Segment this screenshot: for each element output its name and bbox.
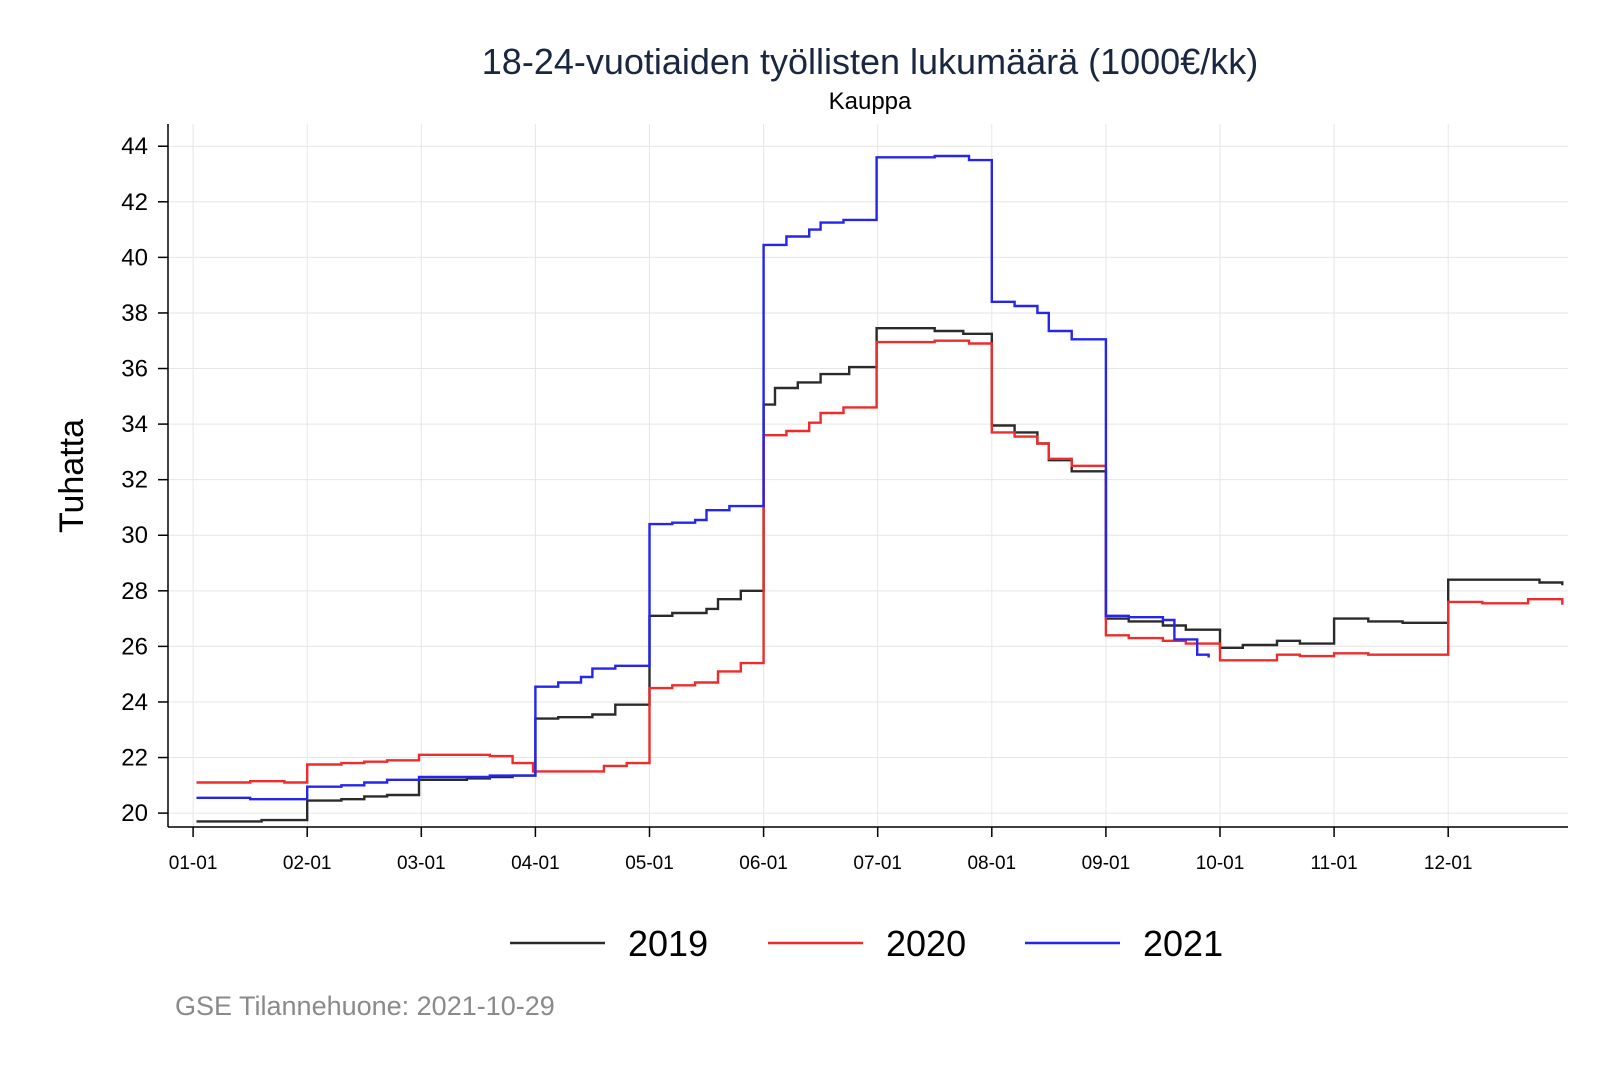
y-tick-label: 44 [121,133,148,160]
series-lines [196,154,1564,823]
x-tick-label: 10-01 [1196,853,1245,874]
y-axis-label: Tuhatta [53,419,91,533]
chart-title: 18-24-vuotiaiden työllisten lukumäärä (1… [482,41,1258,82]
y-tick-label: 30 [121,522,148,549]
y-tick-label: 20 [121,800,148,827]
y-tick-label: 36 [121,356,148,383]
gridlines [168,124,1568,827]
x-tick-label: 09-01 [1082,853,1131,874]
y-tick-label: 42 [121,189,148,216]
y-tick-label: 28 [121,578,148,605]
legend-label-2020: 2020 [886,923,966,964]
x-tick-label: 06-01 [739,853,788,874]
y-tick-label: 22 [121,745,148,772]
axes [158,124,1568,837]
y-tick-label: 32 [121,467,148,494]
x-tick-label: 02-01 [283,853,332,874]
y-tick-label: 34 [121,411,148,438]
x-tick-label: 01-01 [169,853,218,874]
x-tick-label: 11-01 [1311,853,1358,874]
source-caption: GSE Tilannehuone: 2021-10-29 [175,991,555,1021]
legend: 2019 2020 2021 [510,923,1223,964]
x-tick-label: 04-01 [511,853,560,874]
x-tick-label: 03-01 [397,853,446,874]
chart-subtitle: Kauppa [829,88,912,115]
x-tick-label: 05-01 [625,853,674,874]
y-tick-label: 38 [121,300,148,327]
series-line-2019 [196,327,1564,823]
y-tick-label: 24 [121,689,148,716]
series-line-2021 [196,154,1210,801]
x-tick-labels: 01-01 02-01 03-01 04-01 05-01 06-01 07-01 08-01… [169,853,1473,874]
series-line-2020 [196,339,1564,784]
y-tick-label: 40 [121,244,148,271]
legend-label-2019: 2019 [628,923,708,964]
x-tick-label: 08-01 [967,853,1016,874]
y-tick-label: 26 [121,633,148,660]
legend-label-2021: 2021 [1143,923,1223,964]
y-tick-labels: 20 22 24 26 28 30 32 34 36 38 40 42 44 [121,133,148,827]
x-tick-label: 12-01 [1424,853,1473,874]
x-tick-label: 07-01 [853,853,902,874]
